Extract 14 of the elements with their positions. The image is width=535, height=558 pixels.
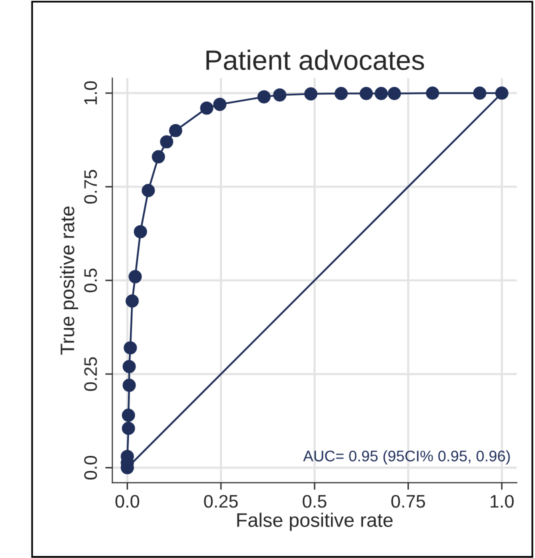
x-tick-label: 1.0 xyxy=(490,494,514,508)
x-axis-title: False positive rate xyxy=(237,512,393,531)
x-tick-label: 0.0 xyxy=(115,494,140,508)
y-tick-label: 0.0 xyxy=(84,456,97,480)
y-axis-title: True positive rate xyxy=(60,206,78,355)
y-tick-label: 0.75 xyxy=(84,170,97,204)
y-tick-label: 0.5 xyxy=(84,268,97,292)
y-tick-label: 0.25 xyxy=(84,357,97,391)
chart-title: Patient advocates xyxy=(206,50,424,70)
x-tick-label: 0.5 xyxy=(302,494,326,508)
y-tick-label: 1.0 xyxy=(84,81,97,104)
x-tick-label: 0.75 xyxy=(391,494,426,508)
x-tick-label: 0.25 xyxy=(204,494,238,508)
annotation: AUC= 0.95 (95CI% 0.95, 0.96) xyxy=(303,450,510,464)
